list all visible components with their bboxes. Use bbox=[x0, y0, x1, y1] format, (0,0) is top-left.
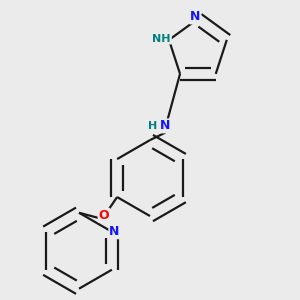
Text: O: O bbox=[99, 209, 109, 222]
Text: N: N bbox=[109, 225, 120, 238]
Text: NH: NH bbox=[152, 34, 171, 44]
Text: N: N bbox=[190, 11, 200, 23]
Text: N: N bbox=[160, 119, 171, 132]
Text: H: H bbox=[148, 121, 157, 131]
